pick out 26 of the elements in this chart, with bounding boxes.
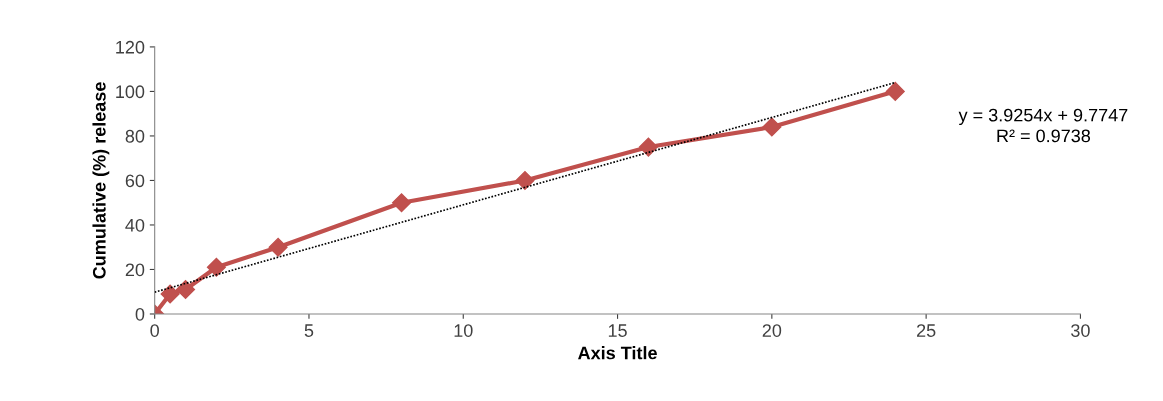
x-tick-label: 0 — [150, 324, 159, 337]
point — [176, 279, 196, 300]
x-tick-label: 15 — [608, 324, 627, 337]
point — [392, 193, 412, 213]
y-tick-label: 100 — [116, 85, 145, 99]
point — [206, 257, 226, 277]
annotation: y = 3.9254x + 9.7747 R² = 0.9738 — [958, 108, 1128, 143]
y-tick-label: 60 — [125, 174, 145, 188]
x-tick-label: 30 — [1071, 324, 1090, 337]
x-tick-label: 5 — [304, 324, 314, 337]
y-tick-label: 0 — [135, 307, 145, 321]
x-axis-title: Axis Title — [578, 346, 657, 360]
y-tick-label: 80 — [125, 129, 145, 143]
point — [885, 81, 905, 101]
point — [160, 284, 180, 304]
x-tick-label: 10 — [454, 324, 473, 337]
y-tick-label: 40 — [125, 218, 145, 232]
point — [762, 117, 782, 137]
point — [515, 170, 535, 190]
y-axis-title: Cumulative (%) release — [92, 82, 110, 279]
y-tick-label: 120 — [116, 40, 145, 54]
x-tick-label: 20 — [762, 324, 782, 337]
x-tick-label: 25 — [917, 324, 936, 337]
point — [638, 137, 658, 157]
point — [268, 237, 288, 257]
y-tick-label: 20 — [125, 263, 145, 277]
